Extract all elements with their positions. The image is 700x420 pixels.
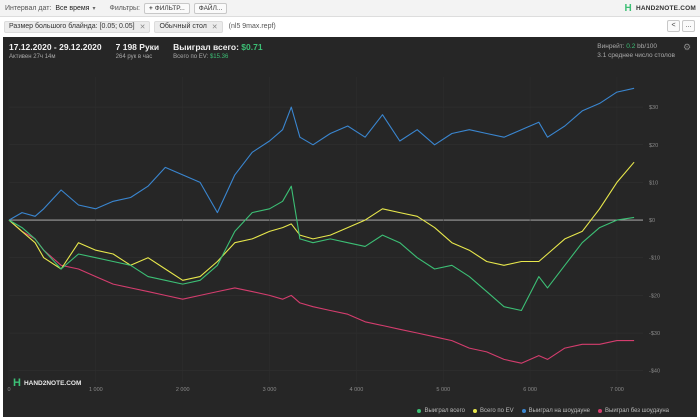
x-tick-label: 7 000 [610,387,624,393]
hands-stat: 7 198 Руки 264 рук в час [116,42,160,60]
file-button-label: ФАЙЛ... [198,4,223,12]
report-file-name: (nl5 9max.repf) [228,23,276,30]
legend-item[interactable]: Выиграл без шоудауна [598,408,669,414]
date-range-text: 17.12.2020 - 29.12.2020 [9,42,102,52]
add-filter-button[interactable]: + ФИЛЬТР... [144,2,190,14]
ev-value: $15.36 [209,54,229,60]
y-tick-label: -$30 [649,331,660,337]
date-range-label: Интервал дат: [5,4,52,12]
logo-icon: H [13,377,21,389]
chevron-down-icon: ▾ [92,5,96,12]
close-icon[interactable]: ✕ [139,23,146,31]
top-toolbar: Интервал дат: Все время ▾ Фильтры: + ФИЛ… [0,0,700,17]
file-button[interactable]: ФАЙЛ... [193,2,228,14]
legend-dot-icon [598,409,602,413]
filter-chip-table[interactable]: Обычный стол ✕ [154,20,223,33]
y-tick-label: -$20 [649,293,660,299]
profit-chart: -$40 -$30 -$20 -$10 $0 $10 $20 $30 0 1 000 2 000 3 … [7,77,660,393]
x-tick-label: 1 000 [89,387,103,393]
date-range-value: Все время [55,4,90,12]
hands-per-hour: 264 рук в час [115,54,153,60]
logo-icon: H [624,3,632,14]
legend-item[interactable]: Всего по EV [473,408,514,414]
y-tick-label: $10 [649,180,658,186]
winrate-label: Винрейт: [597,43,625,50]
legend-label: Выиграл всего [424,408,466,414]
series-line [8,185,635,312]
x-tick-label: 3 000 [263,387,277,393]
add-filter-label: ФИЛЬТР... [154,4,185,12]
hands-count: 7 198 Руки [115,42,160,52]
filter-chip-blind[interactable]: Размер большого блайнда: [0.05; 0.05] ✕ [4,20,151,33]
x-tick-label: 6 000 [523,387,537,393]
y-tick-label: $20 [649,143,658,149]
y-tick-label: -$10 [649,256,660,262]
summary-stats: 17.12.2020 - 29.12.2020 Активен 27ч 14м … [9,42,277,60]
legend-label: Выиграл без шоудауна [605,408,669,414]
won-label: Выиграл всего: [173,42,239,52]
filters-label: Фильтры: [109,4,141,12]
tables-average: 3.1 среднее число столов [597,52,675,59]
legend-label: Всего по EV [480,408,514,414]
brand-logo: H HAND2NOTE.COM [625,3,696,14]
close-icon[interactable]: ✕ [211,23,218,31]
winrate-stats: Винрейт: 0.2 bb/100 3.1 среднее число ст… [597,43,675,61]
legend-item[interactable]: Выиграл на шоудауне [521,408,590,414]
legend-dot-icon [473,409,478,413]
x-tick-label: 0 [7,387,10,393]
chart-legend: Выиграл всего Всего по EV Выиграл на шоуда… [409,408,669,414]
active-time-text: Активен 27ч 14м [9,54,56,60]
prev-button[interactable]: < [667,20,680,32]
ev-label: Всего по EV: [173,54,209,60]
winrate-unit: bb/100 [637,43,658,50]
plus-icon: + [149,4,153,12]
gear-icon[interactable]: ⚙ [683,42,692,52]
graph-panel: -$40 -$30 -$20 -$10 $0 $10 $20 $30 0 1 000 2 000 3 … [3,37,697,417]
y-tick-label: $30 [649,105,658,111]
legend-item[interactable]: Выиграл всего [417,408,465,414]
series-line [8,87,635,221]
brand-logo-text: HAND2NOTE.COM [635,5,696,12]
y-tick-label: -$40 [649,369,660,375]
filter-chip-label: Размер большого блайнда: [0.05; 0.05] [9,23,135,30]
won-value: $0.71 [241,42,263,52]
winrate-value: 0.2 [626,43,636,50]
series-line [8,219,635,364]
filter-chip-label: Обычный стол [159,23,207,30]
legend-dot-icon [521,409,526,413]
active-filters-bar: Размер большого блайнда: [0.05; 0.05] ✕ … [0,17,700,36]
legend-dot-icon [417,409,422,413]
more-button[interactable]: ... [682,20,695,32]
date-range-dropdown[interactable]: Все время ▾ [55,5,95,12]
nav-buttons: < ... [665,20,695,32]
watermark-text: HAND2NOTE.COM [23,379,82,387]
won-stat: Выиграл всего: $0.71 Всего по EV: $15.36 [173,42,262,60]
series-line [8,161,635,281]
x-tick-label: 2 000 [176,387,190,393]
date-stat: 17.12.2020 - 29.12.2020 Активен 27ч 14м [9,42,102,60]
y-tick-label: $0 [649,218,655,224]
watermark-logo: H HAND2NOTE.COM [13,377,81,389]
x-tick-label: 4 000 [350,387,364,393]
legend-label: Выиграл на шоудауне [528,408,590,414]
x-tick-label: 5 000 [436,387,450,393]
